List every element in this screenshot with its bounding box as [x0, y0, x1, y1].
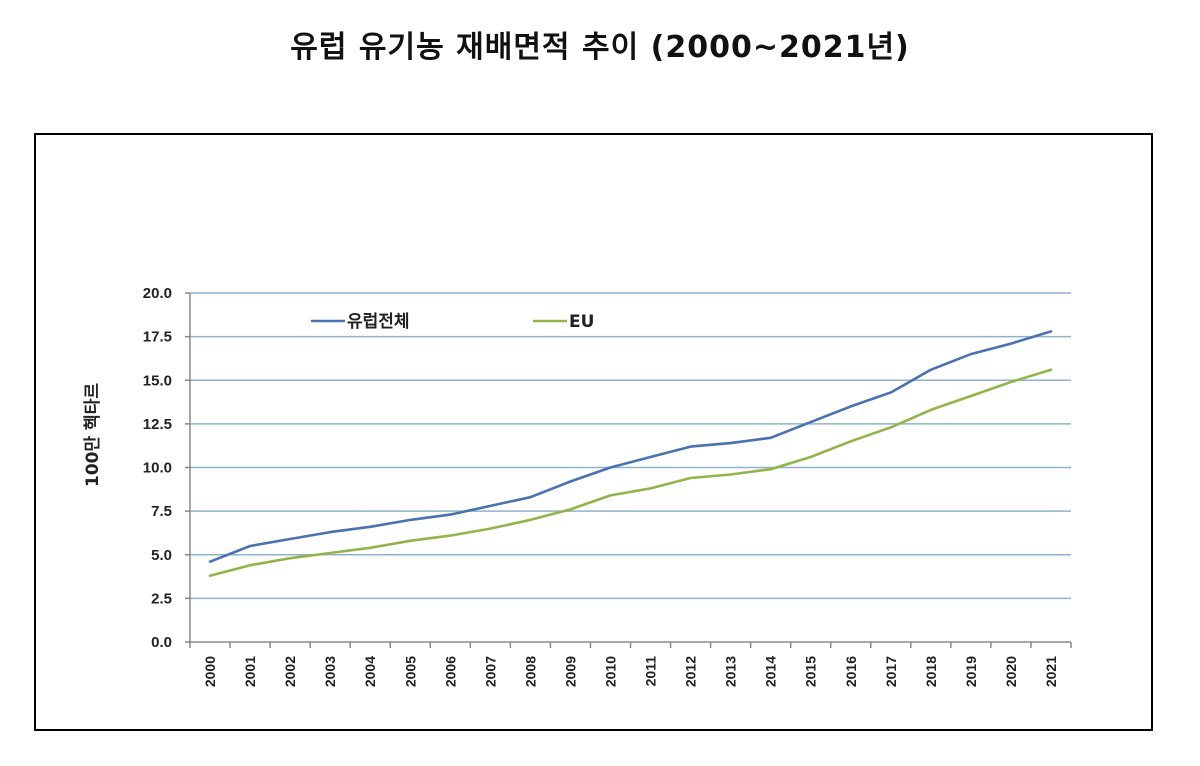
page-title: 유럽 유기농 재배면적 추이 (2000~2021년): [290, 30, 910, 65]
x-tick-label: 2016: [843, 656, 859, 687]
x-tick-label: 2021: [1043, 656, 1059, 687]
x-tick-label: 2001: [242, 656, 258, 687]
x-tick-label: 2009: [562, 656, 578, 687]
x-tick-label: 2002: [282, 656, 298, 687]
x-tick-label: 2020: [1003, 656, 1019, 687]
y-tick-label: 17.5: [143, 329, 172, 346]
line-chart: 0.02.55.07.510.012.515.017.520.0 2000 200…: [83, 285, 1072, 687]
x-tick-label: 2012: [683, 656, 699, 687]
series-line-1: [208, 330, 1053, 564]
x-tick-label: 2003: [322, 656, 338, 687]
grid-lines: [190, 292, 1071, 600]
axes: [185, 292, 1072, 648]
x-tick-label: 2011: [643, 656, 659, 687]
y-tick-label: 2.5: [151, 590, 172, 607]
series-lines: [208, 330, 1053, 578]
y-tick-label: 12.5: [143, 416, 172, 433]
chart-frame: 0.0 2.5 5.0 7.5 10.0 12.5 15.0 17.5 20.0 2000 200…: [34, 133, 1153, 731]
x-tick-labels: 2000 2001 2002 2003 2004 2005 2006 2007 2008 2009…: [202, 656, 1059, 687]
y-axis-title: 100만 헥타르: [83, 383, 103, 487]
x-tick-label: 2019: [963, 656, 979, 687]
y-tick-label: 0.0: [151, 634, 172, 651]
legend-label-2: EU: [569, 312, 594, 332]
x-tick-label: 2018: [923, 656, 939, 687]
x-tick-label: 2008: [522, 656, 538, 687]
y-tick-label: 10.0: [143, 460, 172, 477]
legend: 유럽전체 EU: [311, 312, 594, 332]
x-tick-label: 2006: [442, 656, 458, 687]
y-tick-label: 5.0: [151, 547, 172, 564]
y-tick-label: 15.0: [143, 372, 172, 389]
series-line-2: [208, 368, 1053, 578]
x-tick-label: 2015: [803, 656, 819, 687]
y-tick-label: 20.0: [143, 285, 172, 302]
x-tick-label: 2014: [763, 656, 779, 687]
x-tick-label: 2010: [602, 656, 618, 687]
x-tick-label: 2005: [402, 656, 418, 687]
x-tick-label: 2017: [883, 656, 899, 687]
x-tick-label: 2004: [362, 656, 378, 687]
x-tick-label: 2000: [202, 656, 218, 687]
x-tick-label: 2007: [482, 656, 498, 687]
x-tick-label: 2013: [723, 656, 739, 687]
y-tick-label: 7.5: [151, 503, 172, 520]
y-tick-labels: 0.0 2.5 5.0 7.5 10.0 12.5 15.0 17.5 20.0: [143, 285, 172, 651]
legend-label-1: 유럽전체: [347, 312, 410, 332]
